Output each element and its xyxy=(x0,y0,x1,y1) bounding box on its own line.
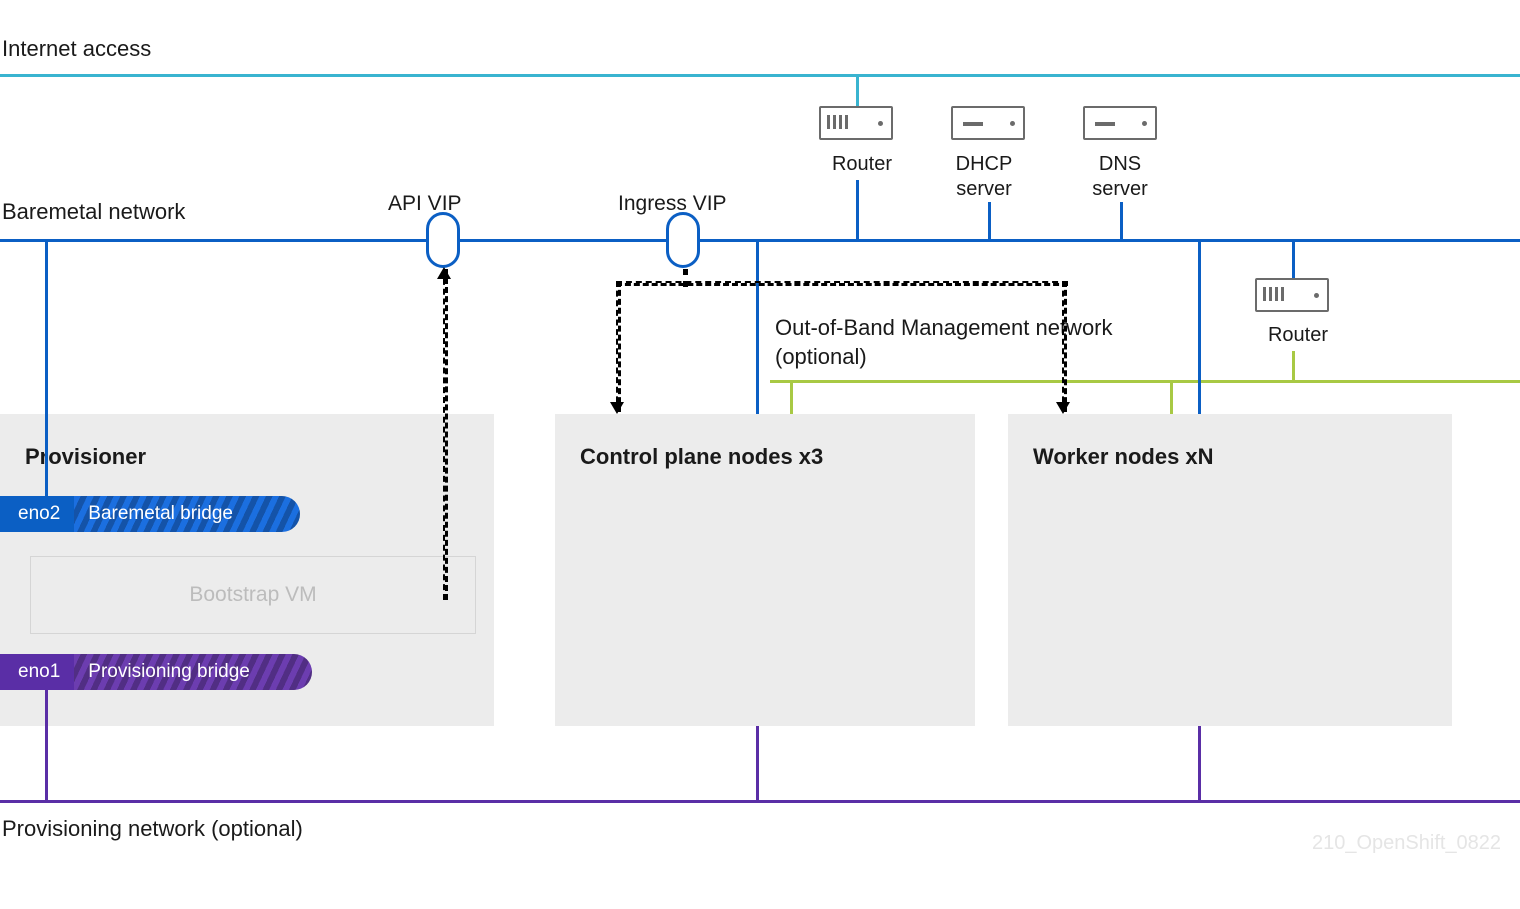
ingress-vip-label: Ingress VIP xyxy=(618,192,727,216)
provisioning-network-label: Provisioning network (optional) xyxy=(2,816,303,842)
router_oob-drop-line xyxy=(1292,351,1295,380)
provisioner-baremetal-drop xyxy=(45,239,48,496)
control-node-title: Control plane nodes x3 xyxy=(580,444,823,470)
dhcp-drop-line xyxy=(988,202,991,239)
eno2-iface: eno2 xyxy=(0,496,74,532)
ingress-dashed-stub xyxy=(683,269,688,287)
control-node: Control plane nodes x3 xyxy=(555,414,975,726)
bootstrap-vm: Bootstrap VM xyxy=(30,556,476,634)
ingress-dashed-v-control xyxy=(616,281,621,412)
dhcp-label: DHCP server xyxy=(939,152,1029,202)
eno2-bridge-label: Baremetal bridge xyxy=(74,496,300,532)
api-vip xyxy=(426,212,460,268)
worker-node: Worker nodes xN xyxy=(1008,414,1452,726)
router_oob-up-line xyxy=(1292,239,1295,278)
worker-oob-drop xyxy=(1170,380,1173,414)
internet-network-label: Internet access xyxy=(2,36,151,62)
worker-provisioning-drop xyxy=(1198,726,1201,800)
control-provisioning-drop xyxy=(756,726,759,800)
router_top-up-line xyxy=(856,74,859,106)
control-oob-drop xyxy=(790,380,793,414)
dns-drop-line xyxy=(1120,202,1123,239)
router_top-device xyxy=(819,106,893,140)
ingress-dashed-v-worker xyxy=(1062,281,1067,412)
eno1-iface: eno1 xyxy=(0,654,74,690)
internet-network-line xyxy=(0,74,1520,77)
router_oob-label: Router xyxy=(1253,323,1343,348)
eno2-bridge: eno2Baremetal bridge xyxy=(0,496,300,532)
ingress-arrow-control xyxy=(610,402,624,414)
dhcp-device xyxy=(951,106,1025,140)
ingress-vip xyxy=(666,212,700,268)
control-baremetal-drop xyxy=(756,239,759,414)
oob-network-line xyxy=(770,380,1520,383)
api-vip-label: API VIP xyxy=(388,192,462,216)
ingress-arrow-worker xyxy=(1056,402,1070,414)
worker-node-title: Worker nodes xN xyxy=(1033,444,1214,470)
router_oob-device xyxy=(1255,278,1329,312)
provisioner-node-title: Provisioner xyxy=(25,444,146,470)
provisioning-network-line xyxy=(0,800,1520,803)
eno1-bridge: eno1Provisioning bridge xyxy=(0,654,312,690)
api-dashed-arrow xyxy=(437,267,451,279)
router_top-drop-line xyxy=(856,180,859,239)
router_top-label: Router xyxy=(817,152,907,177)
baremetal-network-label: Baremetal network xyxy=(2,199,185,225)
eno1-bridge-label: Provisioning bridge xyxy=(74,654,312,690)
provisioner-provisioning-drop xyxy=(45,690,48,800)
dns-device xyxy=(1083,106,1157,140)
dns-label: DNS server xyxy=(1075,152,1165,202)
watermark: 210_OpenShift_0822 xyxy=(1312,832,1501,855)
oob-network-label: Out-of-Band Management network (optional… xyxy=(775,314,1135,371)
worker-baremetal-drop xyxy=(1198,239,1201,414)
api-dashed-line xyxy=(443,269,448,600)
